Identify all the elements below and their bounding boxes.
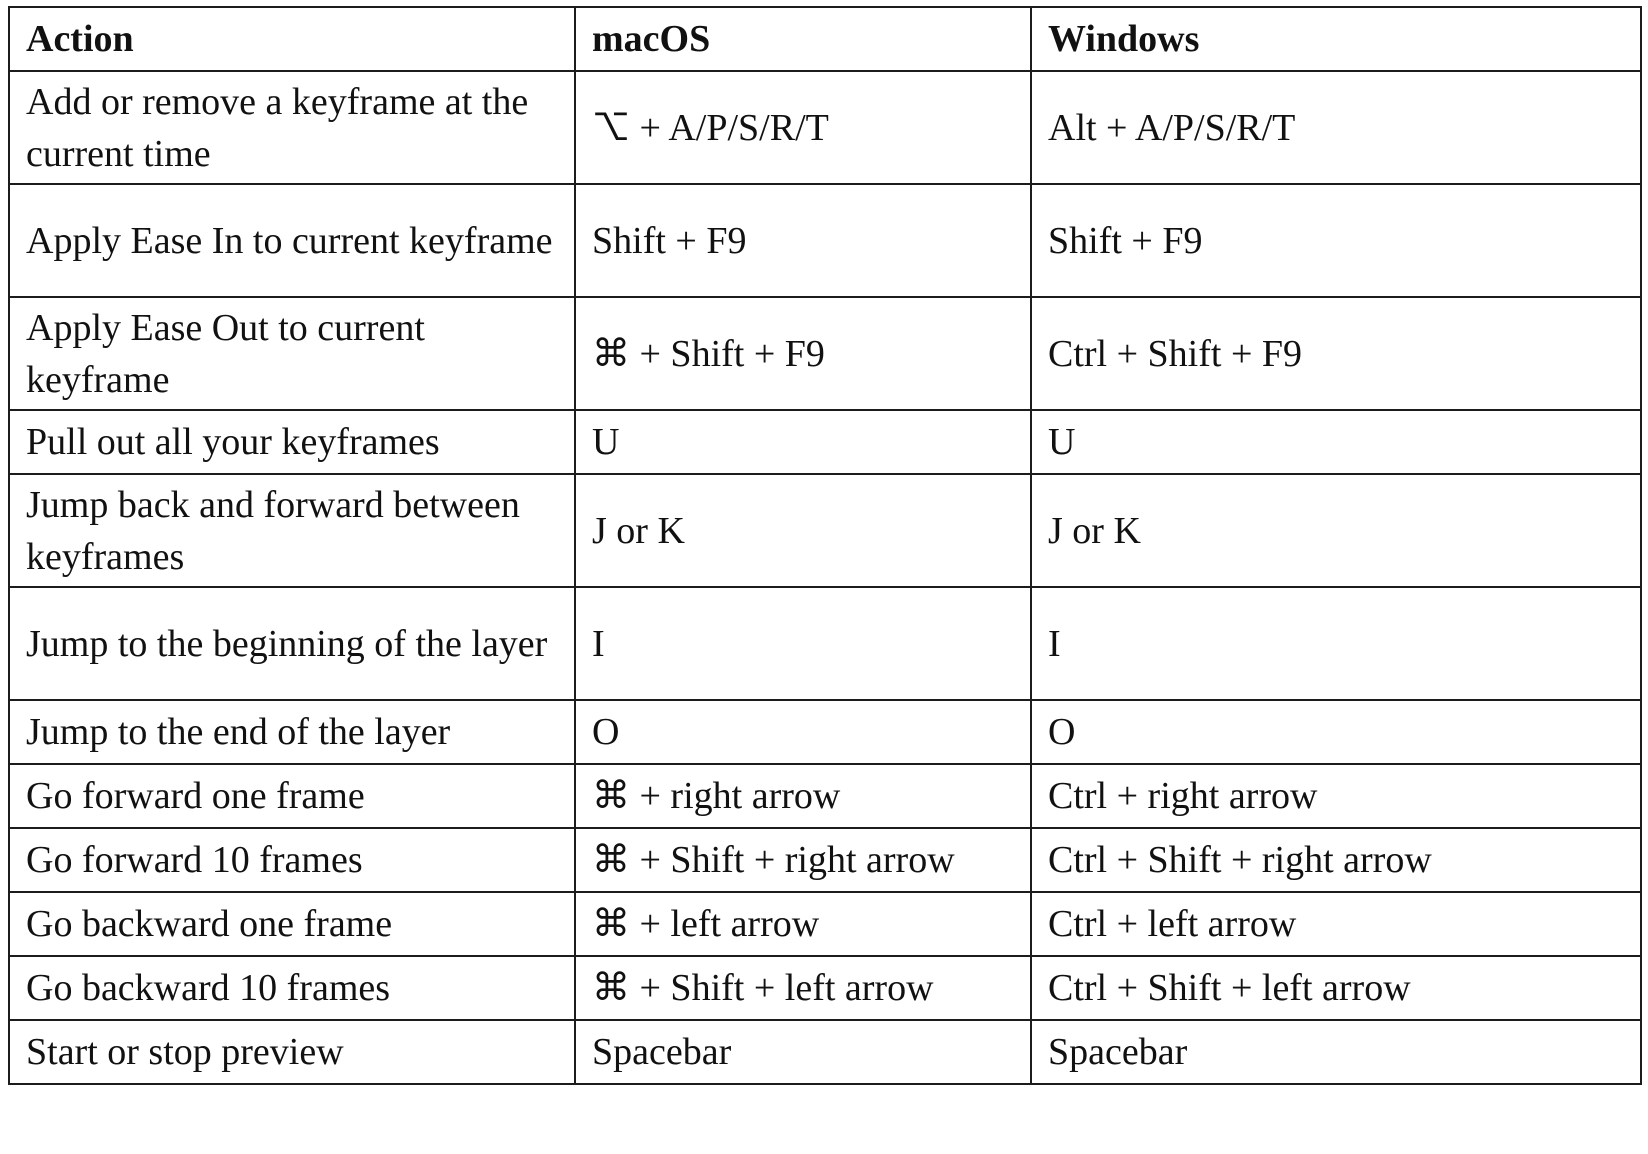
macos-shortcut-cell: Spacebar (574, 1019, 1032, 1085)
table-row: Apply Ease In to current keyframe Shift … (8, 183, 1642, 298)
table-row: Go forward one frame ⌘ + right arrow Ctr… (8, 763, 1642, 829)
table-row: Go forward 10 frames ⌘ + Shift + right a… (8, 827, 1642, 893)
shortcuts-table: Action macOS Windows Add or remove a key… (8, 6, 1642, 1085)
windows-shortcut-cell: O (1030, 699, 1642, 765)
action-cell: Start or stop preview (8, 1019, 576, 1085)
windows-shortcut-cell: Ctrl + Shift + F9 (1030, 296, 1642, 411)
action-cell: Go forward one frame (8, 763, 576, 829)
macos-shortcut-cell: O (574, 699, 1032, 765)
windows-shortcut-cell: Spacebar (1030, 1019, 1642, 1085)
action-cell: Go backward one frame (8, 891, 576, 957)
header-action: Action (8, 6, 576, 72)
action-cell: Apply Ease Out to current keyframe (8, 296, 576, 411)
table-row: Jump to the end of the layer O O (8, 699, 1642, 765)
table-row: Start or stop preview Spacebar Spacebar (8, 1019, 1642, 1085)
macos-shortcut-cell: ⌘ + Shift + right arrow (574, 827, 1032, 893)
table-row: Apply Ease Out to current keyframe ⌘ + S… (8, 296, 1642, 411)
table-row: Go backward one frame ⌘ + left arrow Ctr… (8, 891, 1642, 957)
windows-shortcut-cell: Ctrl + Shift + left arrow (1030, 955, 1642, 1021)
windows-shortcut-cell: Alt + A/P/S/R/T (1030, 70, 1642, 185)
windows-shortcut-cell: U (1030, 409, 1642, 475)
windows-shortcut-cell: I (1030, 586, 1642, 701)
macos-shortcut-cell: ⌥ + A/P/S/R/T (574, 70, 1032, 185)
macos-shortcut-cell: I (574, 586, 1032, 701)
action-cell: Jump to the end of the layer (8, 699, 576, 765)
windows-shortcut-cell: Ctrl + right arrow (1030, 763, 1642, 829)
windows-shortcut-cell: J or K (1030, 473, 1642, 588)
macos-shortcut-cell: ⌘ + Shift + left arrow (574, 955, 1032, 1021)
header-macos: macOS (574, 6, 1032, 72)
table-row: Jump to the beginning of the layer I I (8, 586, 1642, 701)
table-row: Pull out all your keyframes U U (8, 409, 1642, 475)
macos-shortcut-cell: ⌘ + Shift + F9 (574, 296, 1032, 411)
action-cell: Go forward 10 frames (8, 827, 576, 893)
action-cell: Jump back and forward between keyframes (8, 473, 576, 588)
action-cell: Go backward 10 frames (8, 955, 576, 1021)
action-cell: Pull out all your keyframes (8, 409, 576, 475)
windows-shortcut-cell: Shift + F9 (1030, 183, 1642, 298)
header-windows: Windows (1030, 6, 1642, 72)
macos-shortcut-cell: ⌘ + left arrow (574, 891, 1032, 957)
action-cell: Add or remove a keyframe at the current … (8, 70, 576, 185)
table-row: Go backward 10 frames ⌘ + Shift + left a… (8, 955, 1642, 1021)
macos-shortcut-cell: J or K (574, 473, 1032, 588)
windows-shortcut-cell: Ctrl + left arrow (1030, 891, 1642, 957)
table-row: Add or remove a keyframe at the current … (8, 70, 1642, 185)
action-cell: Jump to the beginning of the layer (8, 586, 576, 701)
macos-shortcut-cell: U (574, 409, 1032, 475)
windows-shortcut-cell: Ctrl + Shift + right arrow (1030, 827, 1642, 893)
macos-shortcut-cell: ⌘ + right arrow (574, 763, 1032, 829)
action-cell: Apply Ease In to current keyframe (8, 183, 576, 298)
table-row: Jump back and forward between keyframes … (8, 473, 1642, 588)
macos-shortcut-cell: Shift + F9 (574, 183, 1032, 298)
table-header-row: Action macOS Windows (8, 6, 1642, 72)
